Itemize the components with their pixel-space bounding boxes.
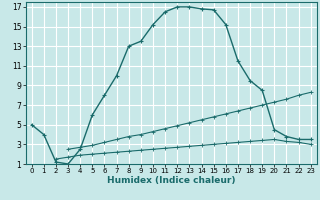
X-axis label: Humidex (Indice chaleur): Humidex (Indice chaleur) xyxy=(107,176,236,185)
